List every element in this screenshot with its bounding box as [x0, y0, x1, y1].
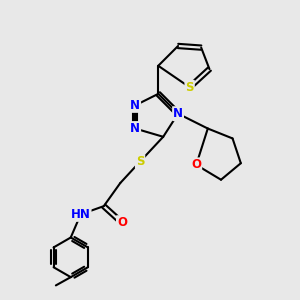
Text: HN: HN	[71, 208, 91, 221]
Text: N: N	[173, 107, 183, 120]
Text: S: S	[136, 155, 144, 168]
Text: N: N	[130, 122, 140, 135]
Text: S: S	[185, 81, 194, 94]
Text: O: O	[191, 158, 201, 171]
Text: N: N	[130, 99, 140, 112]
Text: O: O	[117, 216, 127, 229]
